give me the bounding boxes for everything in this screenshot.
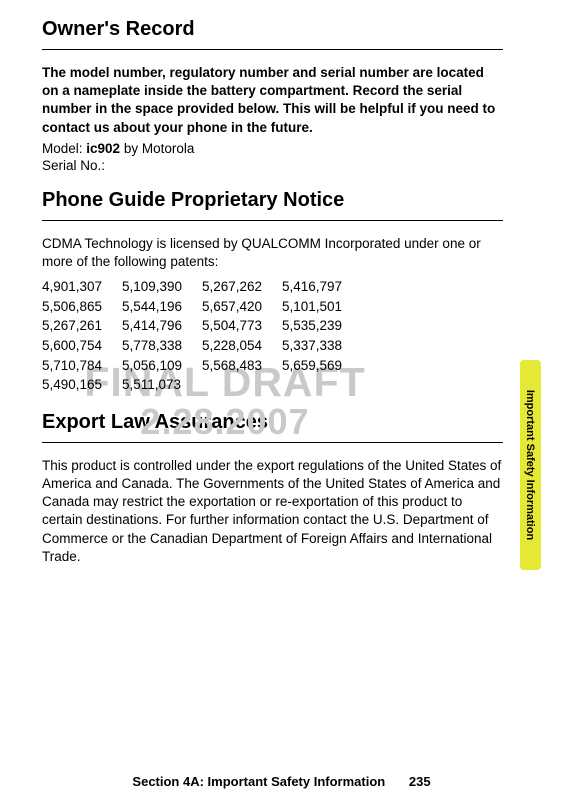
footer-page: 235 bbox=[409, 774, 431, 789]
owner-heading: Owner's Record bbox=[42, 18, 503, 41]
export-body: This product is controlled under the exp… bbox=[42, 457, 503, 566]
proprietary-divider bbox=[42, 220, 503, 221]
patents-row: 5,600,7545,778,3385,228,0545,337,338 bbox=[42, 336, 503, 356]
footer: Section 4A: Important Safety Information… bbox=[0, 774, 563, 789]
patents-row: 5,490,1655,511,073 bbox=[42, 375, 503, 395]
patents-row: 5,506,8655,544,1965,657,4205,101,501 bbox=[42, 297, 503, 317]
export-heading: Export Law Assurances bbox=[42, 411, 503, 434]
footer-text: Section 4A: Important Safety Information bbox=[132, 774, 385, 789]
model-line: Model: ic902 by Motorola bbox=[42, 141, 503, 156]
proprietary-heading: Phone Guide Proprietary Notice bbox=[42, 189, 503, 212]
proprietary-body: CDMA Technology is licensed by QUALCOMM … bbox=[42, 235, 503, 271]
page-content: Owner's Record The model number, regulat… bbox=[0, 0, 563, 590]
patents-row: 5,267,2615,414,7965,504,7735,535,239 bbox=[42, 316, 503, 336]
owner-body: The model number, regulatory number and … bbox=[42, 64, 503, 137]
owner-divider bbox=[42, 49, 503, 50]
patents-row: 4,901,3075,109,3905,267,2625,416,797 bbox=[42, 277, 503, 297]
serial-line: Serial No.: bbox=[42, 158, 503, 173]
export-divider bbox=[42, 442, 503, 443]
patents-table: 4,901,3075,109,3905,267,2625,416,797 5,5… bbox=[42, 277, 503, 394]
patents-row: 5,710,7845,056,1095,568,4835,659,569 bbox=[42, 356, 503, 376]
